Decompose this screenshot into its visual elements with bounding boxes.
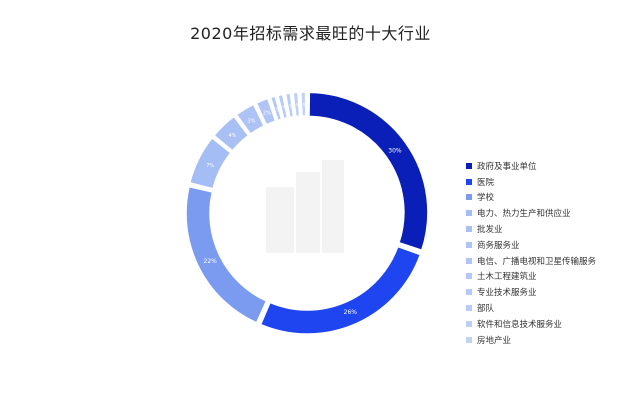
- slice-label-8: 1%: [279, 106, 287, 112]
- slice-4[interactable]: [212, 115, 250, 152]
- slice-label-3: 7%: [206, 163, 214, 169]
- legend-swatch-10: [466, 320, 472, 327]
- legend-swatch-5: [466, 241, 472, 248]
- legend-label-7: 土木工程建筑业: [477, 272, 537, 283]
- legend-label-2: 学校: [477, 193, 495, 204]
- legend-item-4[interactable]: 批发业: [466, 221, 596, 237]
- legend-item-3[interactable]: 电力、热力生产和供应业: [466, 205, 596, 221]
- slice-11[interactable]: [300, 91, 307, 117]
- slice-label-0: 30%: [388, 147, 402, 154]
- legend-label-3: 电力、热力生产和供应业: [477, 209, 571, 220]
- slice-label-7: 1%: [273, 107, 281, 113]
- legend-label-6: 电信、广播电视和卫星传输服务: [477, 256, 597, 267]
- legend-label-0: 政府及事业单位: [477, 161, 537, 172]
- slice-label-1: 26%: [344, 309, 358, 316]
- slice-0[interactable]: [308, 91, 429, 252]
- legend-swatch-6: [466, 257, 472, 264]
- legend: 政府及事业单位 医院学校电力、热力生产和供应业 批发业商务服务业电信、广播电视和卫星…: [466, 158, 596, 348]
- legend-swatch-4: [466, 226, 472, 233]
- slice-3[interactable]: [188, 136, 232, 190]
- slice-label-2: 22%: [204, 258, 218, 265]
- legend-swatch-8: [466, 289, 472, 296]
- legend-item-7[interactable]: 土木工程建筑业: [466, 269, 596, 285]
- legend-item-11[interactable]: 房地产业: [466, 332, 596, 348]
- legend-swatch-0: [466, 162, 472, 169]
- legend-label-5: 商务服务业: [477, 240, 520, 251]
- legend-item-8[interactable]: 专业技术服务业: [466, 284, 596, 300]
- chart-title: 2020年招标需求最旺的十大行业: [190, 24, 431, 43]
- slice-label-4: 4%: [229, 133, 237, 139]
- slice-7[interactable]: [269, 95, 283, 122]
- slice-label-10: 1%: [293, 103, 301, 109]
- legend-label-10: 软件和信息技术服务业: [477, 319, 563, 330]
- slice-8[interactable]: [277, 93, 289, 120]
- legend-item-6[interactable]: 电信、广播电视和卫星传输服务: [466, 253, 596, 269]
- slice-label-6: 2%: [263, 111, 271, 117]
- legend-label-11: 房地产业: [477, 335, 512, 346]
- legend-item-5[interactable]: 商务服务业: [466, 237, 596, 253]
- legend-item-1[interactable]: 医院: [466, 174, 596, 190]
- legend-swatch-7: [466, 273, 472, 280]
- slice-10[interactable]: [292, 91, 301, 118]
- legend-swatch-1: [466, 178, 472, 185]
- slice-9[interactable]: [284, 92, 295, 119]
- legend-label-4: 批发业: [477, 225, 503, 236]
- legend-item-0[interactable]: 政府及事业单位: [466, 158, 596, 174]
- legend-swatch-11: [466, 336, 472, 343]
- legend-label-9: 部队: [477, 304, 495, 315]
- legend-label-8: 专业技术服务业: [477, 288, 537, 299]
- legend-label-1: 医院: [477, 177, 495, 188]
- legend-swatch-3: [466, 210, 472, 217]
- slice-6[interactable]: [255, 97, 277, 126]
- legend-item-9[interactable]: 部队: [466, 300, 596, 316]
- slice-label-11: 1%: [300, 103, 308, 109]
- legend-swatch-2: [466, 194, 472, 201]
- slice-1[interactable]: [259, 245, 422, 335]
- slice-2[interactable]: [185, 185, 268, 324]
- legend-item-2[interactable]: 学校: [466, 190, 596, 206]
- legend-item-10[interactable]: 软件和信息技术服务业: [466, 316, 596, 332]
- building-watermark-icon: [266, 160, 344, 253]
- slice-label-5: 3%: [248, 118, 256, 124]
- slice-5[interactable]: [235, 103, 266, 136]
- legend-swatch-9: [466, 305, 472, 312]
- slice-label-9: 1%: [286, 104, 294, 110]
